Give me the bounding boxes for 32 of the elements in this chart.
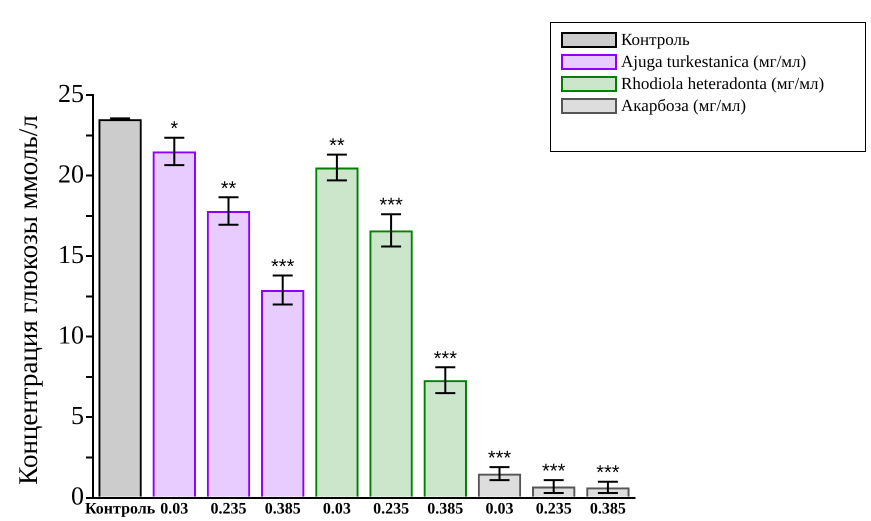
data-label: * — [170, 118, 178, 140]
x-tick-label: Контроль — [85, 500, 156, 518]
x-tick-label: 0.385 — [264, 500, 301, 518]
x-tick-label: 0.03 — [486, 500, 514, 518]
y-tick-label: 10 — [58, 320, 84, 350]
bar — [206, 211, 250, 497]
y-tick-label: 20 — [58, 159, 84, 188]
legend-label: Ajuga turkestanica (мг/мл) — [621, 52, 806, 72]
x-tick-label: 0.385 — [427, 500, 464, 518]
bar — [261, 290, 304, 497]
legend-label: Rhodiola heteradonta (мг/мл) — [621, 74, 824, 94]
legend-label: Акарбоза (мг/мл) — [621, 96, 746, 116]
x-tick-label: 0.235 — [210, 500, 246, 518]
y-tick-label: 15 — [58, 240, 84, 269]
legend-label: Контроль — [621, 30, 690, 50]
data-label: *** — [379, 194, 403, 217]
data-label: *** — [488, 448, 512, 470]
data-label: *** — [596, 462, 620, 484]
x-tick-label: 0.03 — [160, 500, 188, 518]
y-axis-title: Концентрация глюкозы ммоль/л — [13, 114, 43, 487]
data-label: ** — [329, 135, 345, 158]
y-tick-label: 0 — [71, 482, 84, 511]
data-label: *** — [271, 256, 295, 278]
data-label: *** — [434, 348, 458, 370]
x-tick-label: 0.385 — [590, 500, 626, 518]
data-label: ** — [220, 178, 236, 200]
y-tick-label: 25 — [58, 78, 84, 108]
data-label: *** — [542, 460, 566, 483]
x-tick-label: 0.235 — [373, 500, 410, 518]
x-tick-label: 0.03 — [322, 500, 351, 518]
y-tick-label: 5 — [71, 401, 84, 430]
x-tick-label: 0.235 — [536, 500, 572, 518]
